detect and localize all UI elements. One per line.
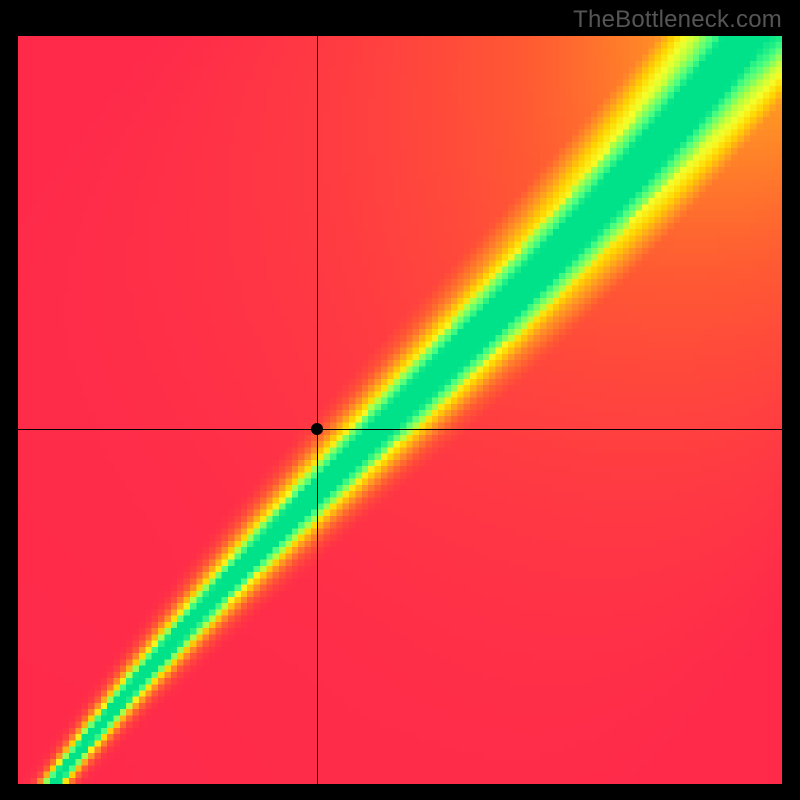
watermark-text: TheBottleneck.com [573,6,782,34]
heatmap-canvas [18,36,782,784]
selection-marker[interactable] [311,423,323,435]
bottleneck-heatmap [18,36,782,784]
crosshair-horizontal [18,429,782,430]
crosshair-vertical [317,36,318,784]
